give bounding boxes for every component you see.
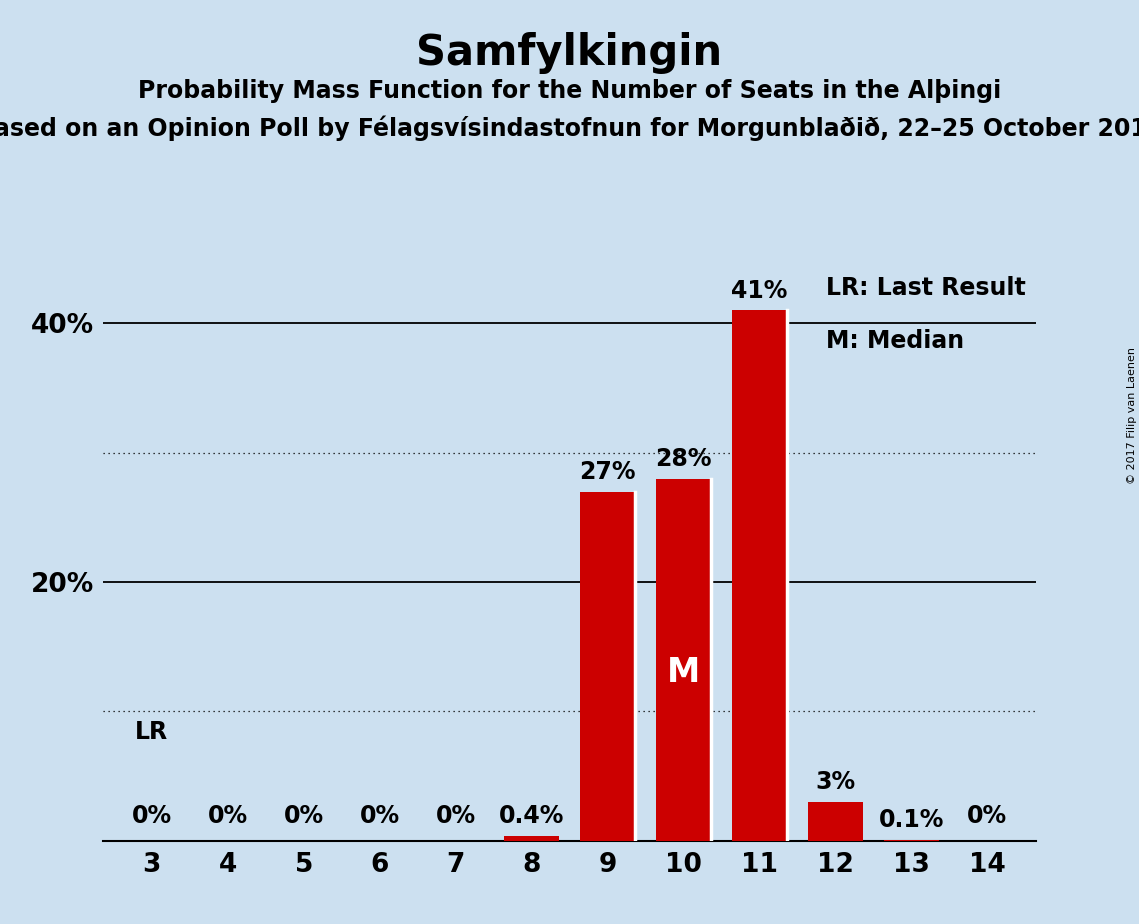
Text: 0%: 0%: [284, 804, 323, 828]
Bar: [505, 835, 559, 841]
Text: 0%: 0%: [360, 804, 400, 828]
Bar: [808, 802, 862, 841]
Bar: [732, 310, 787, 841]
Text: LR: LR: [136, 720, 169, 744]
Text: 0%: 0%: [132, 804, 172, 828]
Bar: [656, 479, 711, 841]
Text: Probability Mass Function for the Number of Seats in the Alþingi: Probability Mass Function for the Number…: [138, 79, 1001, 103]
Bar: [884, 840, 939, 841]
Text: M: Median: M: Median: [827, 329, 965, 353]
Text: 0%: 0%: [967, 804, 1007, 828]
Text: Based on an Opinion Poll by Félagsvísindastofnun for Morgunblaðið, 22–25 October: Based on an Opinion Poll by Félagsvísind…: [0, 116, 1139, 141]
Text: © 2017 Filip van Laenen: © 2017 Filip van Laenen: [1126, 347, 1137, 484]
Text: Samfylkingin: Samfylkingin: [417, 32, 722, 74]
Text: 0.4%: 0.4%: [499, 804, 564, 828]
Text: M: M: [666, 656, 700, 689]
Text: 28%: 28%: [655, 447, 712, 471]
Text: LR: Last Result: LR: Last Result: [827, 276, 1026, 300]
Bar: [580, 492, 634, 841]
Text: 0%: 0%: [207, 804, 248, 828]
Text: 3%: 3%: [816, 771, 855, 795]
Text: 0%: 0%: [435, 804, 476, 828]
Text: 41%: 41%: [731, 279, 787, 303]
Text: 27%: 27%: [580, 460, 636, 484]
Text: 0.1%: 0.1%: [878, 808, 944, 832]
